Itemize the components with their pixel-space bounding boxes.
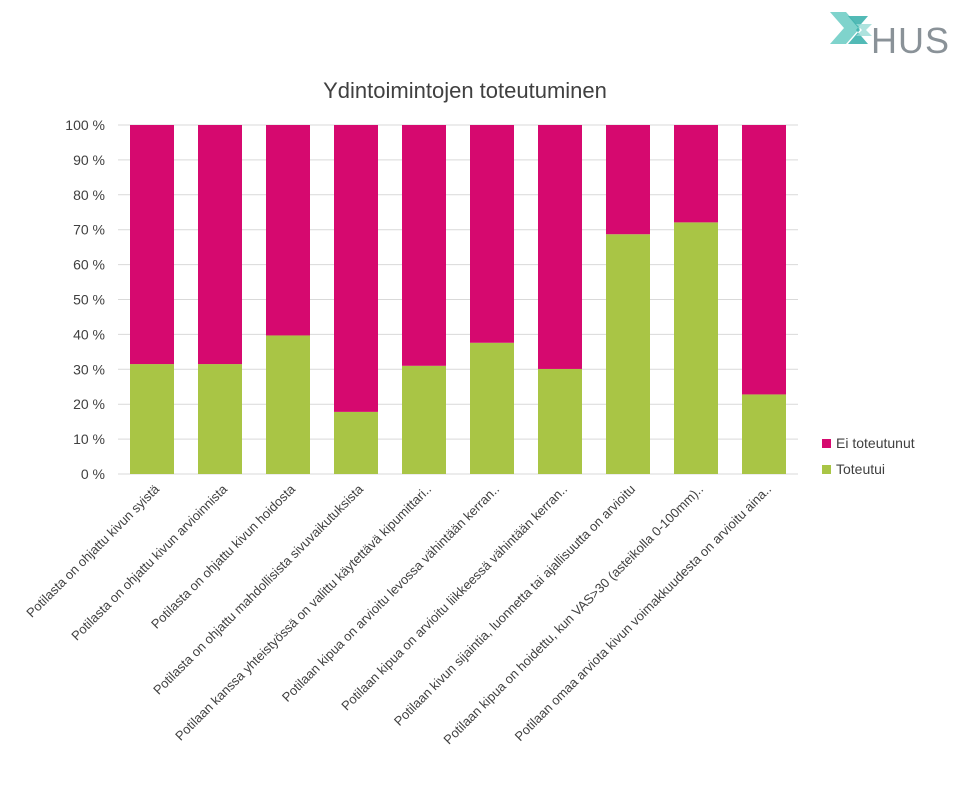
legend: Ei toteutunut Toteutui: [822, 430, 915, 482]
hus-logo: HUS: [826, 6, 960, 62]
bar-toteutui: [674, 222, 718, 474]
bar-ei-toteutunut: [198, 125, 242, 365]
bar-ei-toteutunut: [538, 125, 582, 369]
y-tick-label: 100 %: [65, 117, 105, 133]
x-tick-label: Potilasta on ohjattu kivun syistä: [23, 481, 162, 620]
legend-label-toteutui: Toteutui: [836, 461, 886, 477]
bar-ei-toteutunut: [266, 125, 310, 336]
bar-toteutui: [606, 234, 650, 474]
x-tick-label: Potilaan kipua on hoidettu, kun VAS>30 (…: [440, 482, 706, 748]
x-tick-label: Potilaan kanssa yhteistyössä on valittu …: [172, 482, 434, 744]
legend-swatch-ei-toteutunut: [822, 438, 831, 448]
legend-label-ei-toteutunut: Ei toteutunut: [836, 435, 915, 451]
bar-ei-toteutunut: [402, 125, 446, 366]
hus-logo-mark-icon: [830, 12, 872, 44]
bar-toteutui: [470, 342, 514, 474]
legend-item-toteutui: Toteutui: [822, 456, 915, 482]
x-tick-label: Potilaan kivun sijaintia, luonnetta tai …: [391, 482, 638, 729]
y-tick-label: 10 %: [73, 431, 105, 447]
logo-text: HUS: [871, 20, 951, 61]
y-tick-label: 20 %: [73, 396, 105, 412]
y-tick-label: 40 %: [73, 326, 105, 342]
bar-toteutui: [198, 364, 242, 474]
bar-ei-toteutunut: [334, 125, 378, 412]
legend-swatch-toteutui: [822, 464, 831, 474]
bar-toteutui: [334, 411, 378, 474]
bars: [130, 125, 786, 474]
bar-toteutui: [266, 335, 310, 474]
bar-toteutui: [402, 365, 446, 474]
y-tick-label: 60 %: [73, 257, 105, 273]
bar-ei-toteutunut: [674, 125, 718, 223]
bar-ei-toteutunut: [742, 125, 786, 395]
bar-ei-toteutunut: [470, 125, 514, 343]
y-tick-label: 80 %: [73, 187, 105, 203]
y-axis-ticks: 0 % 10 % 20 % 30 % 40 % 50 % 60 % 70 % 80 % 90 % 1…: [65, 117, 105, 482]
y-tick-label: 0 %: [81, 466, 105, 482]
y-tick-label: 50 %: [73, 292, 105, 308]
bar-toteutui: [742, 394, 786, 474]
x-tick-label: Potilasta on ohjattu kivun hoidosta: [148, 481, 299, 632]
x-tick-label: Potilaan kipua on arvioitu liikkeessä vä…: [338, 482, 570, 714]
bar-toteutui: [538, 368, 582, 474]
x-axis-labels: Potilasta on ohjattu kivun syistäPotilas…: [23, 481, 774, 747]
legend-item-ei-toteutunut: Ei toteutunut: [822, 430, 915, 456]
y-tick-label: 30 %: [73, 361, 105, 377]
bar-ei-toteutunut: [606, 125, 650, 235]
y-tick-label: 70 %: [73, 222, 105, 238]
bar-ei-toteutunut: [130, 125, 174, 365]
chart-title: Ydintoimintojen toteutuminen: [323, 78, 607, 103]
y-tick-label: 90 %: [73, 152, 105, 168]
x-tick-label: Potilaan omaa arviota kivun voimakkuudes…: [512, 482, 775, 745]
bar-toteutui: [130, 364, 174, 474]
